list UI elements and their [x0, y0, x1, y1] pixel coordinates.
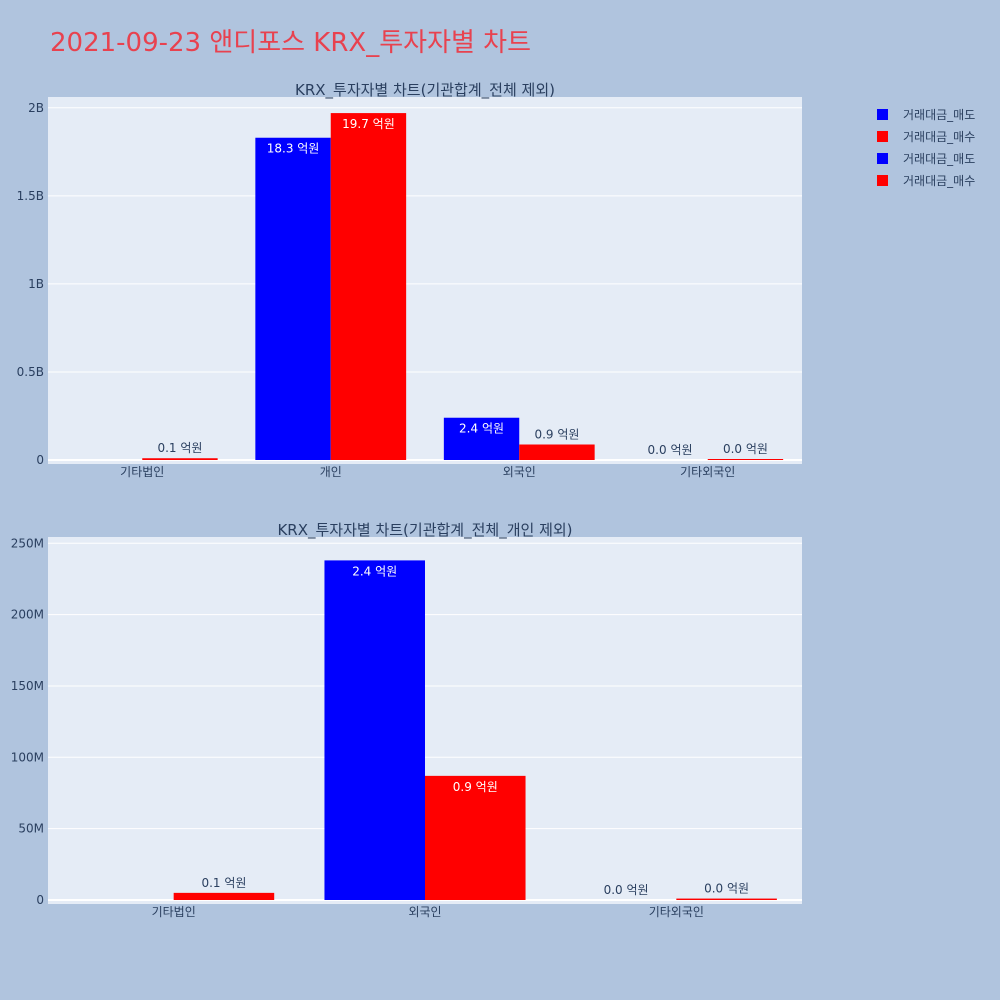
y-tick-label: 0 [36, 893, 44, 907]
page-title: 2021-09-23 앤디포스 KRX_투자자별 차트 [50, 28, 532, 58]
y-tick-label: 50M [18, 822, 44, 836]
bar[interactable] [425, 775, 526, 900]
data-label: 0.9 억원 [534, 428, 579, 442]
bar[interactable] [324, 560, 425, 900]
legend-swatch[interactable] [877, 131, 888, 142]
bar[interactable] [519, 444, 595, 460]
x-tick-label: 기타법인 [152, 905, 196, 919]
legend-swatch[interactable] [877, 175, 888, 186]
y-tick-label: 0.5B [17, 365, 44, 379]
chart-1: KRX_투자자별 차트(기관합계_전체 제외) 0 0.5B 1B 1.5B 2B 기타법인… [17, 81, 802, 479]
x-tick-label: 외국인 [503, 465, 536, 479]
data-label: 19.7 억원 [342, 117, 395, 131]
y-tick-label: 150M [11, 679, 44, 693]
data-label: 0.1 억원 [201, 876, 246, 890]
data-label: 0.1 억원 [157, 441, 202, 455]
data-label: 0.0 억원 [723, 442, 768, 456]
plot-area [48, 97, 802, 464]
chart-title: KRX_투자자별 차트(기관합계_전체_개인 제외) [277, 521, 572, 540]
x-tick-label: 기타외국인 [680, 465, 735, 479]
bar[interactable] [255, 137, 331, 461]
y-tick-label: 200M [11, 608, 44, 622]
data-label: 0.9 억원 [453, 780, 498, 794]
y-tick-label: 2B [28, 101, 44, 115]
legend-label[interactable]: 거래대금_매도 [903, 152, 975, 166]
data-label: 2.4 억원 [352, 564, 397, 578]
y-tick-label: 0 [36, 453, 44, 467]
y-tick-label: 1.5B [17, 189, 44, 203]
y-tick-label: 1B [28, 277, 44, 291]
bar[interactable] [330, 113, 407, 461]
bar[interactable] [676, 898, 777, 900]
chart-title: KRX_투자자별 차트(기관합계_전체 제외) [295, 81, 555, 100]
legend-label[interactable]: 거래대금_매수 [903, 130, 975, 144]
legend-label[interactable]: 거래대금_매수 [903, 174, 975, 188]
chart-2: KRX_투자자별 차트(기관합계_전체_개인 제외) 0 50M 100M 150M 20… [11, 521, 802, 919]
data-label: 18.3 억원 [267, 142, 320, 156]
legend-label[interactable]: 거래대금_매도 [903, 108, 975, 122]
legend-swatch[interactable] [877, 109, 888, 120]
y-tick-label: 250M [11, 536, 44, 550]
x-tick-label: 개인 [320, 465, 342, 479]
data-label: 0.0 억원 [704, 882, 749, 896]
bar[interactable] [443, 417, 520, 460]
data-label: 0.0 억원 [648, 443, 693, 457]
bar[interactable] [142, 458, 218, 460]
legend-swatch[interactable] [877, 153, 888, 164]
x-tick-label: 기타법인 [120, 465, 164, 479]
x-tick-label: 외국인 [408, 905, 441, 919]
data-label: 2.4 억원 [459, 422, 504, 436]
x-tick-label: 기타외국인 [649, 905, 704, 919]
bar[interactable] [173, 892, 275, 900]
y-tick-label: 100M [11, 750, 44, 764]
bar[interactable] [707, 459, 784, 460]
data-label: 0.0 억원 [604, 883, 649, 897]
